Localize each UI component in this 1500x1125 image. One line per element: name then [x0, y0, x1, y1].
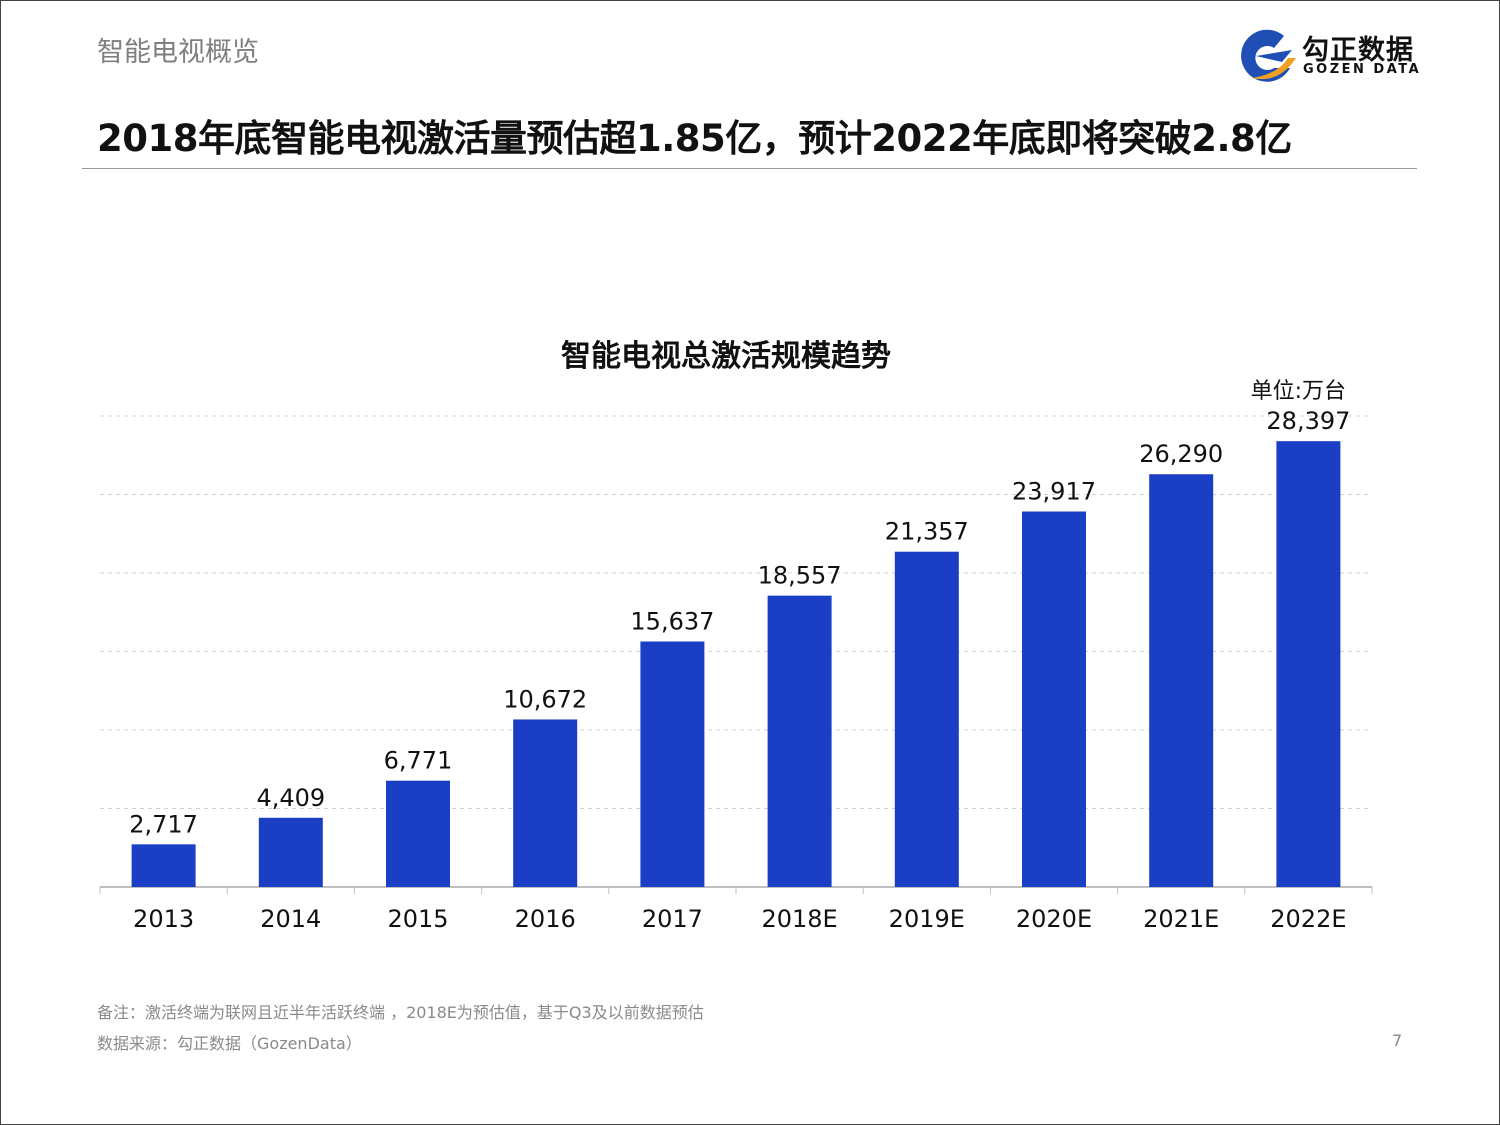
x-tick-label: 2013	[133, 905, 194, 933]
logo-text-cn: 勾正数据	[1302, 35, 1414, 66]
data-label: 10,672	[503, 685, 587, 713]
gozen-logo: 勾正数据 GOZEN DATA	[1234, 28, 1434, 84]
data-label: 4,409	[256, 784, 325, 812]
bar-2018E	[767, 595, 832, 887]
divider	[82, 168, 1417, 169]
headline: 2018年底智能电视激活量预估超1.85亿，预计2022年底即将突破2.8亿	[97, 117, 1292, 160]
data-label: 26,290	[1139, 440, 1223, 468]
bar-2016	[513, 719, 578, 887]
unit-label: 单位:万台	[1251, 379, 1346, 404]
section-title: 智能电视概览	[97, 37, 259, 68]
x-tick-label: 2021E	[1143, 905, 1219, 933]
data-label: 28,397	[1266, 407, 1350, 435]
bar-2013	[131, 844, 196, 887]
chart-title: 智能电视总激活规模趋势	[561, 339, 891, 374]
logo-text-en: GOZEN DATA	[1303, 62, 1422, 77]
x-tick-label: 2016	[515, 905, 576, 933]
footnote: 备注：激活终端为联网且近半年活跃终端 ，2018E为预估值，基于Q3及以前数据预…	[97, 1003, 704, 1022]
x-tick-label: 2018E	[761, 905, 837, 933]
bar-2019E	[894, 551, 959, 887]
x-tick-label: 2020E	[1016, 905, 1092, 933]
bar-2020E	[1022, 511, 1086, 887]
data-label: 15,637	[630, 607, 714, 635]
data-label: 18,557	[758, 562, 842, 590]
bar-2014	[258, 817, 323, 887]
bar-2017	[640, 641, 705, 887]
data-label: 21,357	[885, 518, 969, 546]
x-tick-label: 2015	[387, 905, 448, 933]
data-label: 6,771	[384, 747, 453, 775]
x-tick-label: 2014	[260, 905, 321, 933]
data-source: 数据来源：勾正数据（GozenData）	[97, 1034, 362, 1053]
bar-2021E	[1149, 474, 1214, 887]
logo-g-icon	[1241, 29, 1296, 82]
data-label: 2,717	[129, 810, 198, 838]
x-tick-label: 2019E	[889, 905, 965, 933]
data-label: 23,917	[1012, 478, 1096, 506]
x-tick-label: 2022E	[1270, 905, 1346, 933]
x-tick-label: 2017	[642, 905, 703, 933]
bar-2015	[386, 780, 450, 887]
page-number: 7	[1392, 1031, 1403, 1050]
bar-2022E	[1276, 441, 1341, 887]
